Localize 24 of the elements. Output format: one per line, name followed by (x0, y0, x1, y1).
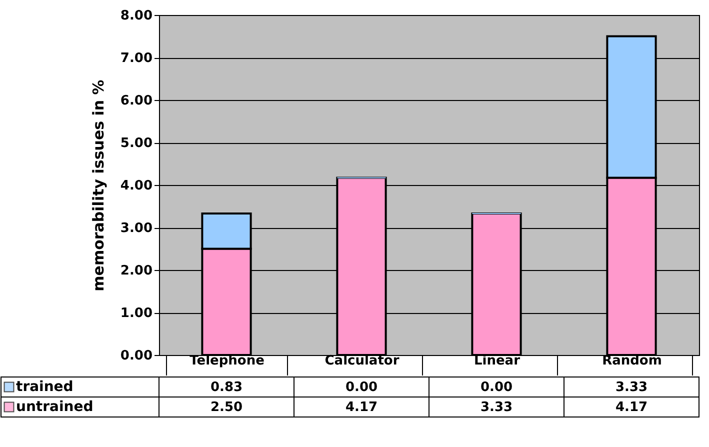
data-label: 4.17 (345, 400, 378, 415)
x-tick-label: Calculator (324, 354, 400, 368)
y-tick-label: 0.00 (120, 348, 152, 364)
y-tick-label: 1.00 (120, 306, 152, 321)
data-label: 2.50 (210, 400, 243, 415)
legend-label: trained (16, 379, 74, 395)
y-tick-label: 2.00 (120, 264, 152, 278)
x-tick-label: Linear (474, 354, 521, 368)
legend-label: untrained (16, 399, 94, 415)
data-label: 0.00 (345, 380, 378, 395)
data-label: 0.83 (210, 380, 243, 395)
y-tick-label: 5.00 (120, 136, 152, 151)
y-tick-label: 6.00 (120, 94, 152, 108)
y-axis-title: memorability issues in % (89, 80, 108, 292)
y-tick-label: 3.00 (120, 221, 152, 236)
x-tick-label: Random (602, 354, 662, 368)
data-label: 4.17 (615, 400, 648, 415)
y-tick-label: 4.00 (120, 178, 152, 194)
y-tick-label: 8.00 (120, 8, 152, 24)
y-tick-label: 7.00 (120, 51, 152, 66)
data-label: 3.33 (480, 400, 513, 415)
x-tick-label: Telephone (190, 354, 265, 368)
data-label: 0.00 (480, 380, 513, 395)
data-label: 3.33 (615, 380, 648, 395)
